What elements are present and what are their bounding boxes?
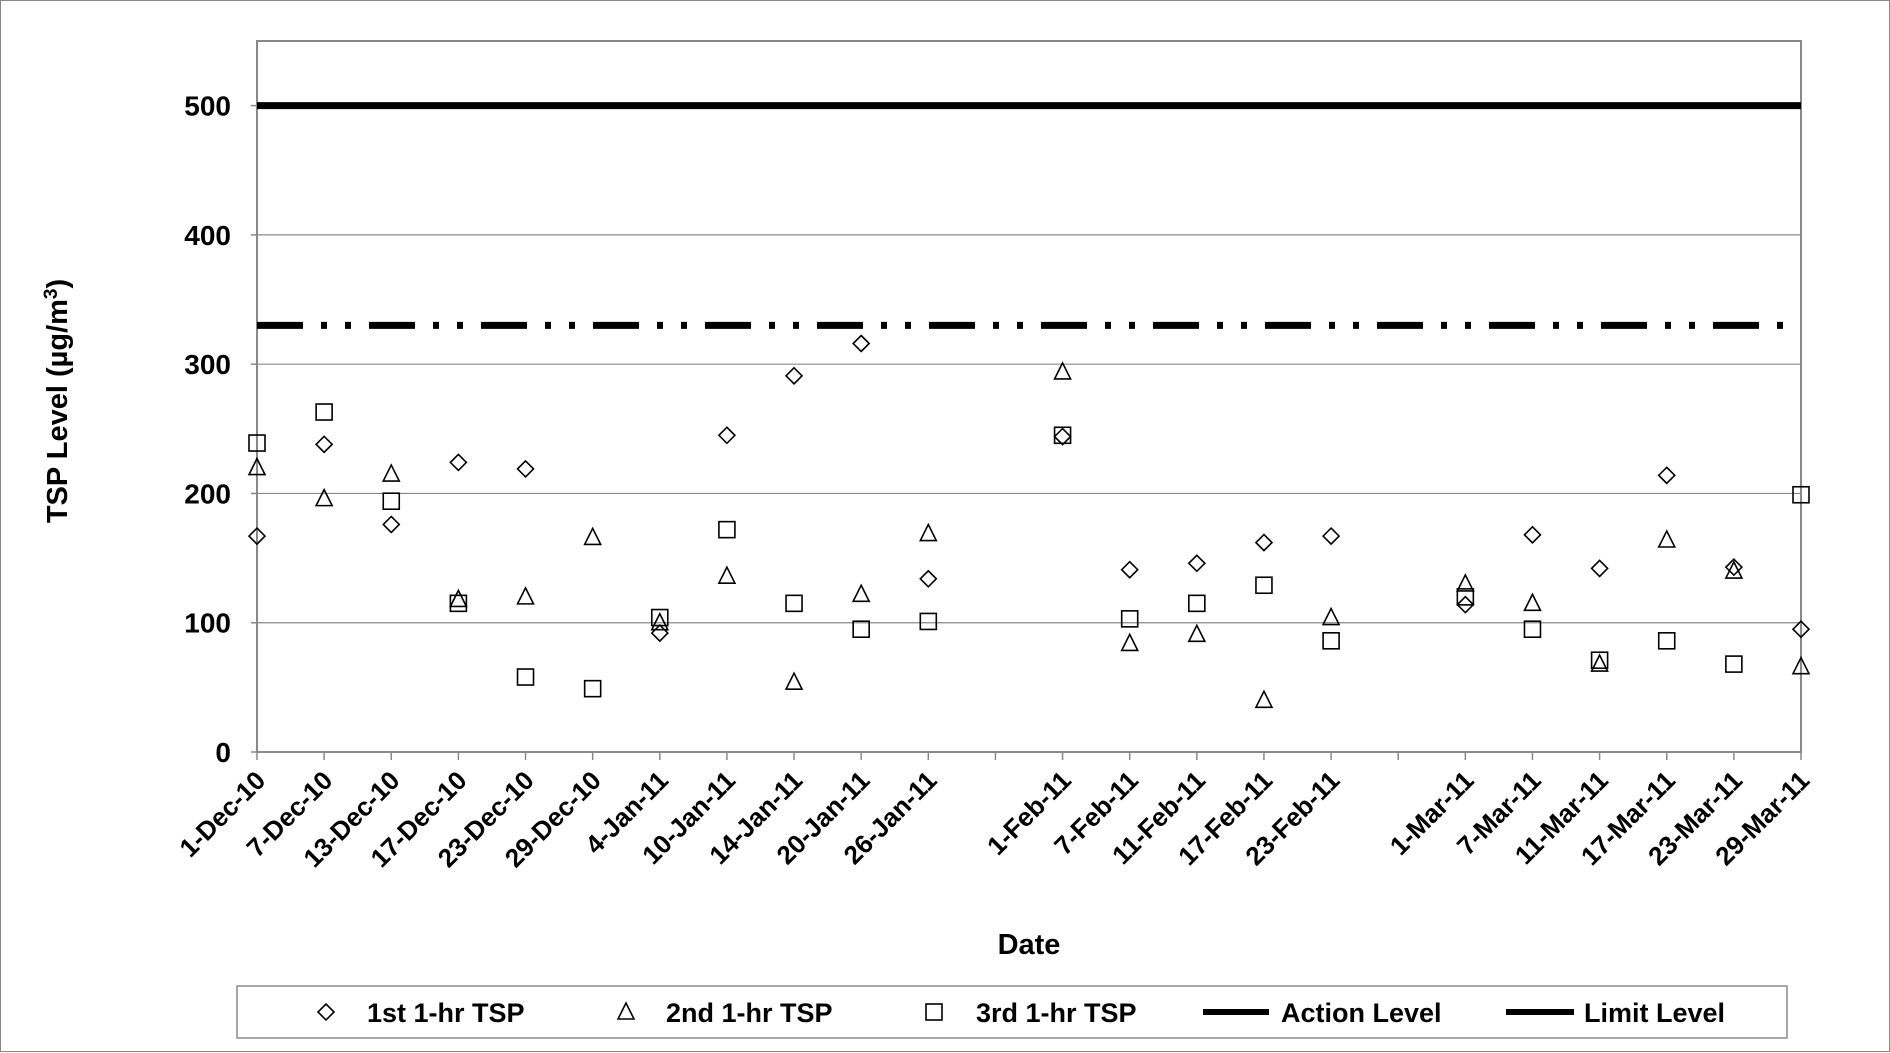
- plot-area: [256, 40, 1802, 753]
- square-marker: [1053, 426, 1072, 445]
- triangle-marker: [247, 456, 267, 476]
- square-marker: [785, 594, 803, 613]
- y-tick-label: 500: [184, 91, 231, 122]
- triangle-marker: [381, 463, 401, 482]
- triangle-marker: [650, 611, 670, 631]
- legend-item: 2nd 1-hr TSP: [616, 998, 833, 1028]
- reference-lines: [257, 102, 1801, 329]
- legend-item: 3rd 1-hr TSP: [925, 998, 1137, 1028]
- diamond-marker: [449, 453, 468, 472]
- diamond-marker: [1187, 554, 1206, 573]
- triangle-marker: [583, 526, 602, 546]
- triangle-marker: [1187, 623, 1207, 643]
- x-axis-ticks: 1-Dec-107-Dec-1013-Dec-1017-Dec-1023-Dec…: [173, 752, 1815, 873]
- triangle-marker: [784, 671, 804, 690]
- y-tick-label: 300: [184, 349, 231, 380]
- square-marker: [1322, 632, 1340, 650]
- triangle-marker: [1053, 361, 1072, 380]
- triangle-marker: [1657, 529, 1677, 548]
- square-marker: [382, 492, 401, 511]
- y-tick-label: 200: [184, 478, 231, 509]
- y-axis-ticks: 0 100 200 300 400 500: [184, 91, 257, 768]
- diamond-marker: [1254, 533, 1274, 552]
- diamond-marker: [1724, 558, 1744, 577]
- triangle-marker: [1120, 632, 1139, 652]
- diamond-marker: [1120, 560, 1139, 579]
- series-3: [248, 403, 1810, 698]
- square-marker: [1456, 588, 1475, 606]
- diamond-marker: [717, 426, 737, 445]
- series-2: [247, 361, 1811, 709]
- triangle-marker: [1321, 606, 1341, 626]
- diamond-marker: [650, 623, 669, 643]
- diamond-marker: [1053, 427, 1072, 446]
- legend: 1st 1-hr TSP 2nd 1-hr TSP 3rd 1-hr TSP Acti…: [236, 985, 1788, 1039]
- triangle-legend-icon: [616, 1001, 636, 1020]
- diamond-marker: [247, 526, 267, 546]
- triangle-marker: [1254, 689, 1274, 709]
- y-axis-title: TSP Level (µg/m3): [41, 279, 74, 523]
- diamond-marker: [516, 459, 535, 479]
- triangle-marker: [1724, 560, 1744, 579]
- square-marker: [1657, 632, 1676, 650]
- legend-item: Limit Level: [1506, 998, 1725, 1028]
- triangle-marker: [1456, 573, 1475, 592]
- triangle-marker: [1791, 655, 1811, 675]
- square-marker: [1188, 594, 1206, 613]
- diamond-marker: [314, 435, 334, 454]
- triangle-marker: [1523, 592, 1542, 612]
- triangle-marker: [717, 565, 737, 584]
- legend-label: Limit Level: [1584, 998, 1725, 1028]
- legend-label: 3rd 1-hr TSP: [976, 998, 1137, 1028]
- diamond-marker: [852, 334, 871, 353]
- square-marker: [852, 620, 870, 638]
- diamond-marker: [1657, 466, 1676, 485]
- y-tick-label: 0: [215, 737, 231, 768]
- legend-label: 2nd 1-hr TSP: [666, 998, 833, 1028]
- diamond-marker: [1590, 559, 1609, 578]
- legend-item: Action Level: [1203, 998, 1442, 1028]
- square-marker: [1120, 610, 1139, 628]
- square-marker: [1523, 620, 1542, 638]
- triangle-marker: [851, 583, 871, 603]
- y-tick-label: 400: [184, 220, 231, 251]
- square-marker: [650, 608, 669, 627]
- diamond-marker: [1456, 595, 1475, 614]
- diamond-marker: [1523, 525, 1542, 544]
- triangle-marker: [314, 487, 334, 507]
- square-marker: [315, 403, 333, 421]
- diamond-marker: [1321, 526, 1341, 546]
- square-legend-icon: [925, 1003, 943, 1021]
- square-marker: [718, 520, 736, 539]
- square-marker: [449, 594, 468, 613]
- diamond-marker: [784, 366, 804, 385]
- triangle-marker: [449, 588, 468, 608]
- square-marker: [248, 434, 266, 452]
- square-marker: [1590, 651, 1609, 670]
- square-marker: [1255, 576, 1273, 595]
- square-marker: [919, 612, 938, 631]
- triangle-marker: [919, 522, 938, 542]
- triangle-marker: [516, 586, 535, 605]
- diamond-marker: [382, 515, 401, 534]
- diamond-legend-icon: [316, 1002, 336, 1022]
- y-tick-label: 100: [184, 608, 231, 639]
- legend-label: 1st 1-hr TSP: [367, 998, 525, 1028]
- triangle-marker: [1590, 653, 1609, 672]
- square-marker: [1792, 485, 1810, 504]
- square-marker: [1725, 655, 1743, 673]
- square-marker: [516, 668, 535, 686]
- x-axis-title: Date: [998, 929, 1061, 961]
- data-markers: [247, 334, 1811, 709]
- square-marker: [583, 679, 602, 698]
- diamond-marker: [919, 569, 938, 588]
- diamond-marker: [1791, 620, 1811, 639]
- legend-item: 1st 1-hr TSP: [316, 998, 525, 1028]
- series-1: [247, 334, 1811, 643]
- gridlines: [257, 105, 1801, 624]
- legend-label: Action Level: [1281, 998, 1442, 1028]
